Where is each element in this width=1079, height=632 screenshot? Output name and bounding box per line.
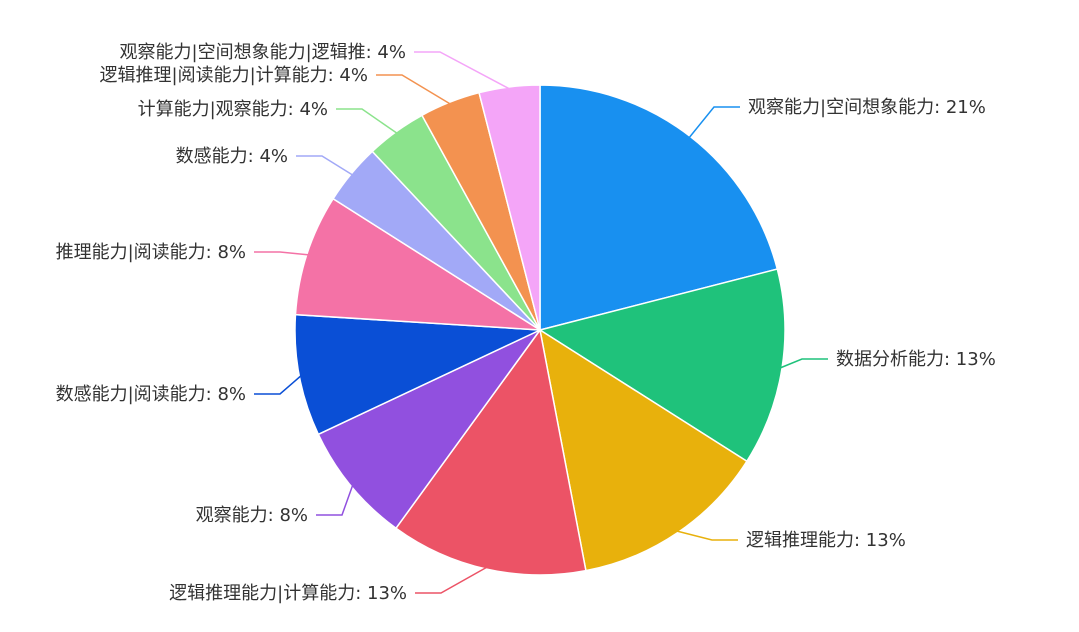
leader-line-8 xyxy=(296,155,354,176)
slice-label-3: 逻辑推理能力: 13% xyxy=(746,530,906,551)
slice-label-11: 观察能力|空间想象能力|逻辑推: 4% xyxy=(120,42,406,63)
leader-line-3 xyxy=(676,530,738,541)
pie-slice-5[interactable] xyxy=(317,329,541,530)
leader-line-2 xyxy=(779,358,828,369)
pie-slice-2[interactable] xyxy=(538,268,786,463)
slice-label-10: 逻辑推理|阅读能力|计算能力: 4% xyxy=(100,65,368,86)
leader-line-11 xyxy=(414,51,510,90)
slice-label-2: 数据分析能力: 13% xyxy=(836,349,996,370)
leader-line-6 xyxy=(254,374,302,395)
slice-label-1: 观察能力|空间想象能力: 21% xyxy=(748,97,986,118)
pie-slice-4[interactable] xyxy=(394,328,587,576)
slice-label-4: 逻辑推理能力|计算能力: 13% xyxy=(169,583,407,604)
leader-line-7 xyxy=(254,251,309,256)
pie-slices xyxy=(294,84,786,576)
slice-label-9: 计算能力|观察能力: 4% xyxy=(138,99,328,120)
slice-label-7: 推理能力|阅读能力: 8% xyxy=(56,242,246,263)
slice-label-6: 数感能力|阅读能力: 8% xyxy=(56,384,246,405)
leader-line-1 xyxy=(688,106,740,139)
pie-slice-3[interactable] xyxy=(538,328,748,572)
leader-line-4 xyxy=(415,566,488,594)
leader-lines xyxy=(254,51,828,594)
slice-label-8: 数感能力: 4% xyxy=(176,146,288,167)
slice-label-5: 观察能力: 8% xyxy=(196,505,308,526)
leader-line-5 xyxy=(316,484,354,516)
pie-slice-11[interactable] xyxy=(478,84,541,331)
slice-labels: 观察能力|空间想象能力: 21% 数据分析能力: 13% 逻辑推理能力: 13% 逻辑… xyxy=(56,42,996,604)
leader-line-9 xyxy=(336,108,398,135)
leader-line-10 xyxy=(376,74,451,105)
pie-slice-6[interactable] xyxy=(294,313,541,436)
